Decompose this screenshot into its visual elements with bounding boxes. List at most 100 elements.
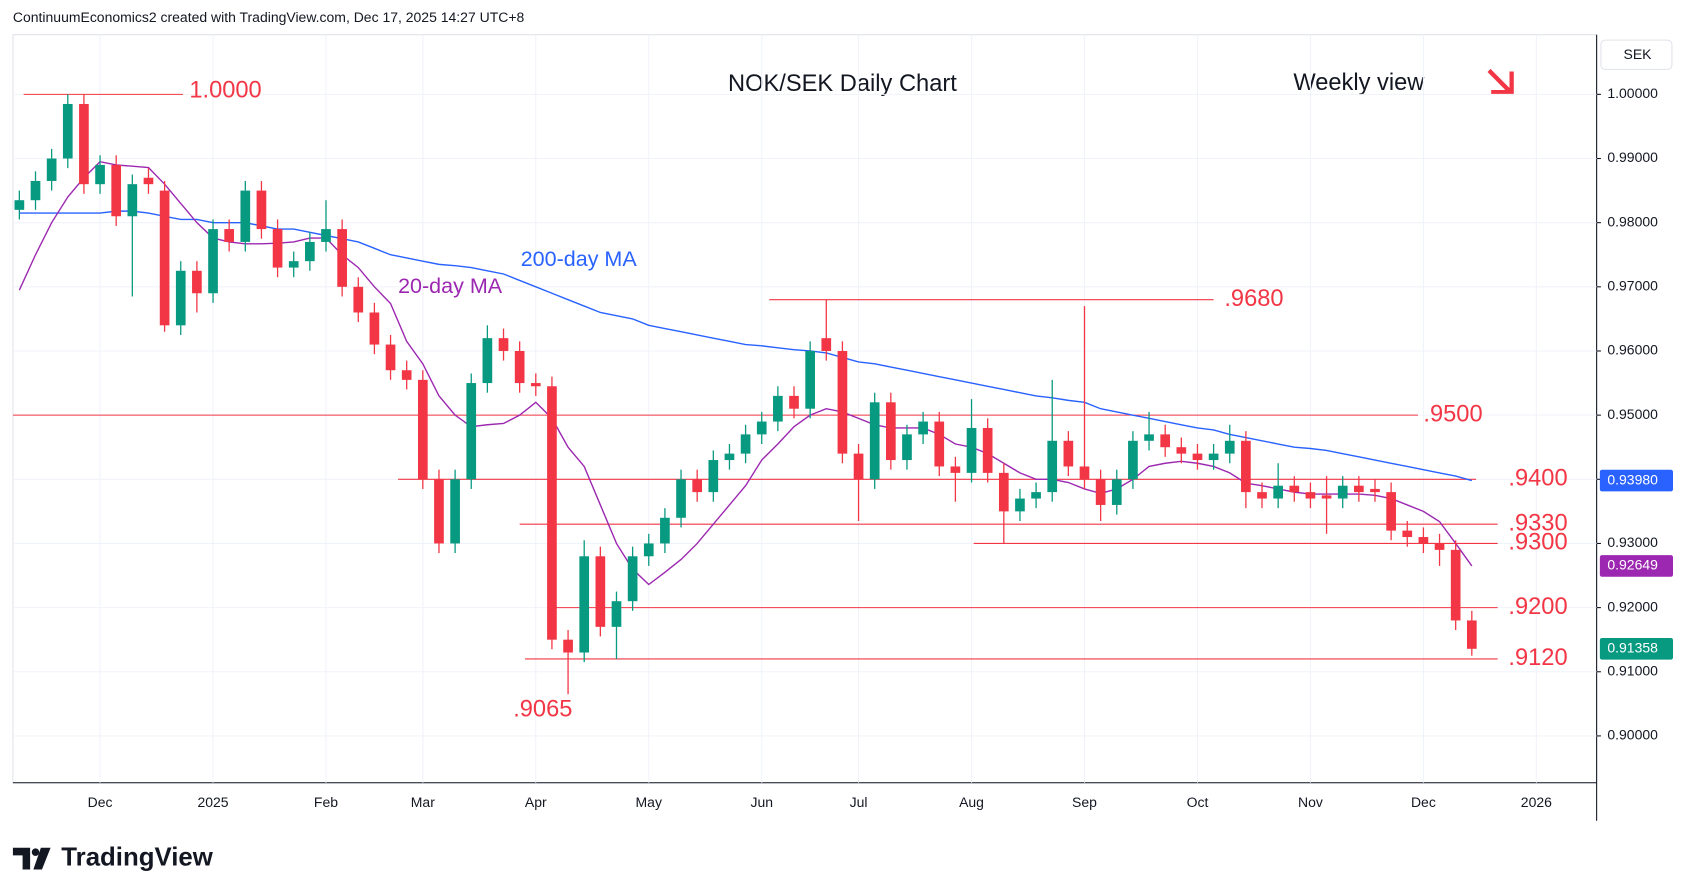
candle-body (321, 229, 331, 242)
candle-body (143, 177, 154, 185)
candle-body (789, 395, 799, 409)
y-tick-label: 0.92000 (1607, 598, 1658, 614)
series-label: 200-day MA (521, 246, 638, 271)
candle-body (111, 164, 122, 217)
candle-body (1160, 434, 1171, 448)
y-tick-label: 0.95000 (1607, 406, 1658, 422)
candle-body (450, 479, 460, 544)
candle-body (950, 466, 961, 473)
candle-body (934, 421, 945, 467)
candle-body (30, 180, 41, 201)
candle-body (660, 517, 670, 544)
candle-body (401, 370, 412, 380)
candle-body (1354, 485, 1364, 493)
candle-body (676, 479, 686, 518)
x-tick-label: Dec (1411, 794, 1436, 810)
level-label: .9065 (513, 695, 572, 722)
candle-body (708, 460, 719, 493)
candle-body (1257, 492, 1267, 499)
x-tick-label: Dec (88, 794, 113, 810)
candle-body (902, 434, 912, 461)
candle-body (305, 241, 315, 262)
level-label: .9330 (1508, 509, 1567, 536)
candle-body (563, 639, 573, 653)
candle-body (127, 184, 138, 217)
candle-body (869, 402, 880, 480)
candle-body (1450, 549, 1461, 621)
candle-body (514, 350, 525, 384)
level-label: .9500 (1423, 400, 1482, 427)
candle-body (579, 556, 590, 653)
candle-body (385, 344, 396, 371)
chart-subtitle: Weekly view (1293, 69, 1425, 96)
candle-body (918, 421, 928, 435)
x-tick-label: Apr (525, 794, 547, 810)
last-price-tag (1599, 637, 1674, 660)
candle-body (159, 190, 170, 326)
y-tick-label: 0.96000 (1607, 342, 1658, 358)
level-label: 1.0000 (189, 76, 261, 103)
x-tick-label: May (636, 794, 662, 810)
candle-body (740, 434, 751, 454)
candle-body (14, 200, 25, 210)
candle-body (1176, 447, 1187, 454)
level-label: .9400 (1508, 465, 1567, 492)
candle-body (498, 338, 509, 351)
candle-body (272, 229, 283, 268)
candle-body (175, 270, 186, 326)
candle-body (224, 229, 235, 242)
candle-body (595, 556, 606, 627)
candle-body (482, 338, 493, 384)
candle-body (192, 270, 202, 294)
candle-body (1015, 498, 1025, 512)
candle-body (1063, 440, 1074, 467)
last-price-label: 0.91358 (1607, 639, 1658, 655)
level-label: .9120 (1508, 644, 1567, 671)
candle-body (821, 338, 832, 351)
y-tick-label: 1.00000 (1607, 85, 1658, 101)
candle-body (1047, 440, 1058, 493)
x-tick-label: 2026 (1521, 794, 1552, 810)
brand: TradingView (61, 843, 213, 871)
chart-title: NOK/SEK Daily Chart (728, 70, 957, 97)
candle-body (837, 350, 848, 454)
candle-body (95, 164, 105, 185)
candle-body (966, 427, 977, 473)
candle-body (1079, 466, 1090, 480)
candle-body (643, 543, 654, 557)
candle-body (982, 427, 993, 473)
x-tick-label: Jun (750, 794, 773, 810)
candle-body (288, 261, 299, 268)
candle-body (1370, 488, 1380, 493)
currency-box[interactable] (1600, 39, 1673, 70)
candle-body (885, 402, 896, 461)
candle-body (1241, 440, 1251, 493)
y-tick-label: 0.90000 (1607, 727, 1658, 743)
x-tick-label: Aug (959, 794, 984, 810)
candle-body (724, 453, 735, 461)
candle-body (756, 421, 767, 435)
candle-body (547, 386, 557, 640)
y-tick-label: 0.97000 (1607, 277, 1658, 293)
y-tick-label: 0.93000 (1607, 534, 1658, 550)
candle-body (1144, 434, 1154, 441)
x-tick-label: Mar (411, 794, 435, 810)
candle-body (1192, 453, 1203, 461)
x-tick-label: Jul (850, 794, 868, 810)
candle-body (62, 103, 73, 159)
price-tag-label: 0.92649 (1607, 557, 1658, 573)
candle-body (627, 556, 638, 602)
currency: SEK (1624, 46, 1653, 62)
candle-body (1128, 440, 1138, 480)
candle-body (1434, 543, 1445, 550)
candle-body (1402, 530, 1413, 538)
candle-body (1305, 492, 1316, 499)
candle-body (79, 103, 89, 185)
x-tick-label: Feb (314, 794, 338, 810)
candle-body (853, 453, 864, 480)
candle-body (998, 472, 1009, 512)
price-tag (1599, 469, 1674, 492)
candle-body (466, 383, 477, 480)
x-tick-label: Sep (1072, 794, 1097, 810)
